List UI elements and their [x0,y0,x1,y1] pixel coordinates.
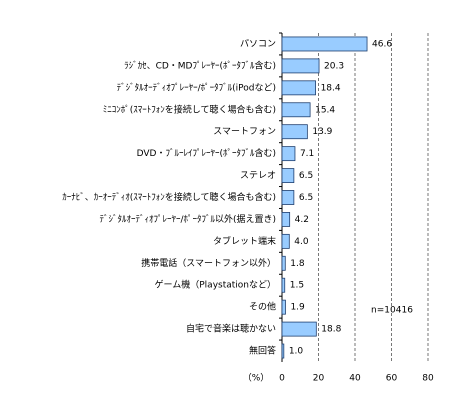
y-tick-label: ゲーム機（Playstationなど） [155,279,276,291]
bar [281,299,286,315]
value-label: 6.5 [299,193,313,203]
bar [281,343,285,359]
value-label: 1.0 [289,347,304,357]
bar [281,80,316,96]
value-label: 18.4 [321,83,341,93]
x-axis-label: （%） [243,373,270,384]
value-label: 1.5 [290,281,304,291]
x-tick-label: 20 [313,374,325,384]
y-tick-label: タブレット端末 [213,235,276,247]
y-tick-label: 自宅で音楽は聴かない [186,323,276,335]
y-tick-label: ﾗｼﾞｶｾ、CD・MDﾌﾟﾚｰﾔｰ(ﾎﾟｰﾀﾌﾞﾙ含む) [124,59,276,71]
value-label: 15.4 [315,105,335,115]
bar [281,255,286,271]
bar [281,36,368,52]
y-tick-label: ﾃﾞｼﾞﾀﾙｵｰﾃﾞｨｵﾌﾟﾚｰﾔｰ/ﾎﾟｰﾀﾌﾞﾙ(iPodなど) [117,82,276,93]
value-label: 1.9 [290,303,305,313]
y-tick-label: その他 [249,301,276,313]
y-tick-label: パソコン [240,38,276,49]
bar [281,321,317,337]
y-tick-label: スマートフォン [213,127,276,137]
value-label: 46.6 [372,39,392,49]
bar [281,146,296,162]
value-label: 13.9 [312,127,332,137]
x-tick-label: 60 [386,374,398,384]
value-label: 6.5 [299,171,313,181]
annotation: n=10416 [371,306,413,316]
bar [281,168,295,183]
value-label: 7.1 [300,149,314,159]
bar [281,190,295,205]
value-label: 4.2 [295,215,309,225]
y-tick-label: 無回答 [249,345,276,357]
bar [281,212,291,227]
bar [281,233,290,249]
x-tick-label: 40 [349,374,361,384]
bar [281,102,311,118]
x-tick-label: 80 [422,374,434,384]
bar [281,277,286,293]
y-tick-label: DVD・ﾌﾞﾙｰﾚｲﾌﾟﾚｰﾔｰ(ﾎﾟｰﾀﾌﾞﾙ含む) [137,147,276,159]
value-label: 4.0 [294,237,309,247]
value-label: 1.8 [290,259,305,269]
value-label: 20.3 [324,61,344,71]
y-tick-label: ｶｰﾅﾋﾞ、ｶｰｵｰﾃﾞｨｵ(ｽﾏｰﾄﾌｫﾝを接続して聴く場合も含む) [62,191,276,203]
bar [281,58,320,74]
value-label: 18.8 [321,325,341,335]
y-tick-label: 携帯電話（スマートフォン以外） [141,257,276,269]
y-tick-label: ﾐﾆｺﾝﾎﾟ(ｽﾏｰﾄﾌｫﾝを接続して聴く場合も含む) [103,103,276,115]
y-tick-label: ステレオ [240,170,276,181]
x-tick-label: 0 [279,374,285,384]
bar [281,124,308,140]
y-tick-label: ﾃﾞｼﾞﾀﾙｵｰﾃﾞｨｵﾌﾟﾚｰﾔｰ/ﾎﾟｰﾀﾌﾞﾙ以外(据え置き) [99,213,276,225]
